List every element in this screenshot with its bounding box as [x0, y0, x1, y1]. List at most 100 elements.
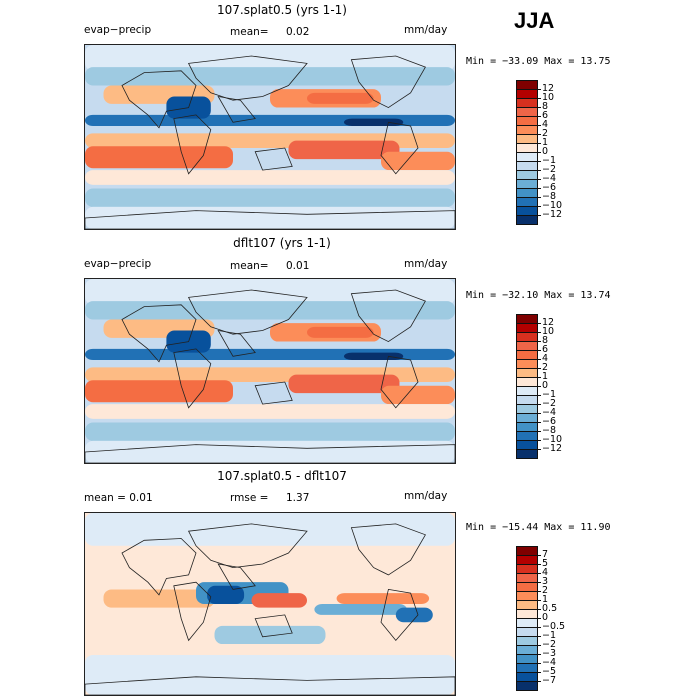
map-field-region [344, 118, 404, 126]
colorbar-label: −4 [542, 407, 557, 418]
continent-outline [121, 70, 197, 129]
colorbar-label: −1 [542, 389, 557, 400]
colorbar-tick [538, 188, 541, 189]
map-field-region [85, 206, 455, 229]
panel-2-map [84, 278, 456, 464]
colorbar-tick [538, 555, 541, 556]
colorbar-tick [538, 179, 541, 180]
panel-3-minmax: Min = −15.44 Max = 11.90 [466, 522, 611, 533]
colorbar-label: −7 [542, 675, 557, 686]
colorbar-tick [538, 636, 541, 637]
colorbar-tick [538, 449, 541, 450]
map-field-region [85, 654, 455, 695]
colorbar-tick [538, 215, 541, 216]
colorbar-label: −1 [542, 155, 557, 166]
colorbar-label: −2 [542, 398, 557, 409]
continent-outline [217, 95, 256, 123]
panel-2-mean-value: 0.01 [286, 260, 310, 272]
panel-2-mean-label: mean= [230, 260, 269, 272]
map-field-region [344, 352, 404, 360]
map-field-region [85, 170, 455, 185]
continent-outline [85, 444, 455, 463]
colorbar-tick [538, 134, 541, 135]
map-field-region [85, 188, 455, 207]
colorbar-cell [516, 449, 538, 459]
continent-outline [173, 114, 212, 175]
map-field-region [381, 151, 455, 171]
panel-3-title: 107.splat0.5 - dflt107 [217, 469, 347, 483]
panel-1-left-label: evap−precip [84, 24, 152, 36]
panel-3-left-label: mean = 0.01 [84, 492, 153, 504]
continent-outline [380, 121, 419, 175]
colorbar-tick [538, 386, 541, 387]
panel-2-title: dflt107 (yrs 1-1) [233, 236, 331, 250]
colorbar-label: −2 [542, 164, 557, 175]
colorbar-label: 1 [542, 371, 549, 382]
colorbar-label: 8 [542, 101, 549, 112]
colorbar-tick [538, 654, 541, 655]
colorbar-label: 10 [542, 326, 555, 337]
colorbar-label: 1 [542, 594, 549, 605]
colorbar-label: −6 [542, 182, 557, 193]
colorbar-tick [538, 672, 541, 673]
colorbar-tick [538, 143, 541, 144]
map-field-region [307, 92, 374, 104]
colorbar-label: 4 [542, 119, 549, 130]
colorbar-tick [538, 170, 541, 171]
map-field-region [103, 589, 215, 608]
colorbar-label: 8 [542, 335, 549, 346]
colorbar-tick [538, 350, 541, 351]
colorbar-label: −10 [542, 434, 563, 445]
map-field-region [288, 374, 400, 394]
map-field-region [85, 67, 455, 86]
colorbar-tick [538, 377, 541, 378]
continent-outline [121, 538, 197, 596]
colorbar-tick [538, 116, 541, 117]
panel-3-colorbar: 7 5 4 3 2 1 0.5 0 −0.5 −1 −2 −3 −4 −5 −7 [516, 546, 565, 691]
colorbar-label: 2 [542, 128, 549, 139]
colorbar-label: −6 [542, 416, 557, 427]
colorbar-tick [538, 404, 541, 405]
continent-outline [187, 289, 308, 335]
map-field-region [85, 404, 455, 419]
panel-3-map [84, 512, 456, 696]
colorbar-tick [538, 89, 541, 90]
continent-outline [380, 355, 419, 409]
colorbar-label: 0 [542, 612, 549, 623]
colorbar-tick [538, 573, 541, 574]
panel-3-mean-value: 1.37 [286, 492, 310, 504]
continent-outline [350, 289, 426, 343]
map-field-region [381, 385, 455, 405]
colorbar-tick [538, 564, 541, 565]
colorbar-label: −4 [542, 657, 557, 668]
colorbar-tick [538, 582, 541, 583]
colorbar-label: −4 [542, 173, 557, 184]
map-field-region [85, 146, 233, 169]
map-field-region [85, 367, 455, 383]
colorbar-tick [538, 161, 541, 162]
colorbar-tick [538, 422, 541, 423]
map-field-region [314, 604, 407, 615]
panel-1-units: mm/day [404, 24, 448, 36]
colorbar-label: −12 [542, 443, 563, 454]
colorbar-cell [516, 681, 538, 691]
map-field-region [207, 585, 245, 604]
continent-outline [187, 523, 308, 569]
colorbar-label: 4 [542, 567, 549, 578]
continent-outline [85, 210, 455, 229]
colorbar-tick [538, 206, 541, 207]
panel-1-colorbar: 12 10 8 6 4 2 1 0 −1 −2 −4 −6 −8 −10 −12 [516, 80, 562, 225]
colorbar-label: 0.5 [542, 603, 558, 614]
map-field-region [85, 380, 233, 403]
colorbar-label: 1 [542, 137, 549, 148]
colorbar-label: 12 [542, 317, 555, 328]
colorbar-tick [538, 600, 541, 601]
colorbar-tick [538, 152, 541, 153]
colorbar-label: −8 [542, 425, 557, 436]
colorbar-tick [538, 368, 541, 369]
panel-2-left-label: evap−precip [84, 258, 152, 270]
colorbar-tick [538, 627, 541, 628]
continent-outline [380, 588, 419, 642]
map-field-region [214, 625, 326, 645]
panel-2-colorbar: 12 10 8 6 4 2 1 0 −1 −2 −4 −6 −8 −10 −12 [516, 314, 562, 459]
